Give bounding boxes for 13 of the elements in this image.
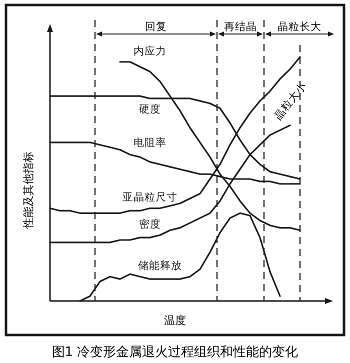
series-label: 亚晶粒尺寸 bbox=[122, 190, 178, 204]
series-label: 密度 bbox=[139, 218, 161, 231]
annotation: 晶粒大小 bbox=[272, 80, 309, 122]
text: 晶粒长大 bbox=[278, 20, 322, 33]
series-label: 电阻率 bbox=[134, 136, 166, 149]
series-label: 内应力 bbox=[134, 44, 166, 58]
series-label: 硬度 bbox=[139, 102, 161, 116]
text: 再结晶 bbox=[224, 20, 257, 33]
x-axis-title: 温度 bbox=[164, 314, 186, 327]
series-label: 储能释放 bbox=[138, 259, 182, 272]
caption: 图1 冷变形金属退火过程组织和性能的变化 bbox=[52, 345, 298, 360]
y-axis-title: 性能及其他指标 bbox=[22, 152, 35, 230]
text: 回复 bbox=[145, 21, 167, 33]
